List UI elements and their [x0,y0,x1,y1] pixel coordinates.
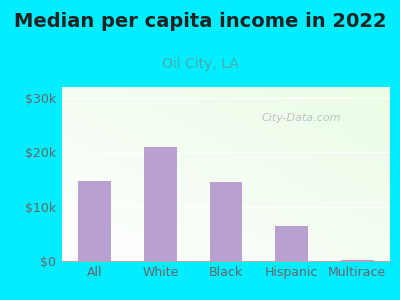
Bar [144,147,177,261]
Text: Oil City, LA: Oil City, LA [162,57,238,71]
Bar [210,182,242,261]
Text: Median per capita income in 2022: Median per capita income in 2022 [14,12,386,31]
Bar [341,260,374,261]
Text: City-Data.com: City-Data.com [262,113,341,123]
Bar [78,181,111,261]
Bar [275,226,308,261]
